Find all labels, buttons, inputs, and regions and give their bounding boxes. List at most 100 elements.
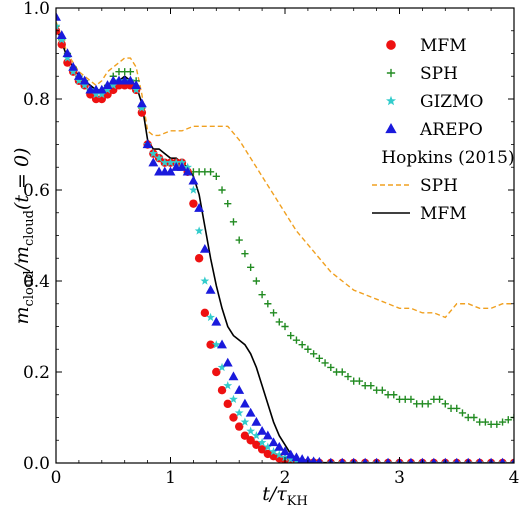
x-axis-label: t/τKH: [262, 483, 308, 509]
data-point-sph: [378, 386, 386, 394]
data-point-mfm: [200, 308, 210, 318]
data-point-mfm: [257, 445, 267, 454]
data-point-gizmo: [257, 437, 267, 447]
data-point-arepo: [262, 430, 273, 440]
data-point-gizmo: [97, 89, 107, 99]
data-point-mfm: [235, 422, 244, 431]
data-point-gizmo: [252, 431, 261, 440]
data-point-gizmo: [108, 80, 118, 90]
data-point-arepo: [499, 457, 506, 463]
data-point-arepo: [194, 203, 205, 212]
data-point-mfm: [189, 199, 198, 208]
data-point-gizmo: [131, 85, 141, 94]
y-tick-label: 0.8: [23, 90, 50, 110]
data-point-sph: [229, 218, 238, 226]
data-point-gizmo: [274, 450, 284, 459]
data-point-arepo: [291, 452, 302, 462]
data-point-sph: [258, 291, 266, 299]
data-point-gizmo: [56, 21, 61, 30]
data-point-sph: [269, 309, 278, 317]
data-point-sph: [481, 418, 489, 426]
data-point-arepo: [205, 284, 216, 294]
data-point-arepo: [315, 456, 323, 463]
data-point-sph: [453, 404, 461, 412]
data-point-arepo: [309, 456, 318, 463]
data-point-gizmo: [148, 149, 158, 158]
data-point-sph: [435, 395, 444, 403]
legend-label-arepo: AREPO: [419, 120, 483, 140]
data-point-arepo: [251, 416, 262, 426]
data-point-sph: [321, 359, 329, 367]
data-point-arepo: [274, 441, 285, 451]
data-point-gizmo: [194, 226, 204, 235]
ticks: 0 1 2 3 4 0.0 0.2 0.4 0.6 0.8 1.0: [23, 0, 519, 488]
data-point-gizmo: [263, 442, 273, 451]
data-point-arepo: [131, 80, 142, 89]
data-point-arepo: [222, 357, 233, 367]
data-point-arepo: [430, 457, 437, 463]
x-tick-label: 0: [51, 468, 62, 488]
data-point-gizmo: [189, 185, 198, 194]
data-point-mfm: [240, 431, 250, 440]
data-point-gizmo: [160, 158, 170, 167]
data-point-arepo: [73, 71, 84, 80]
data-point-sph: [327, 363, 335, 372]
data-point-arepo: [68, 61, 79, 71]
legend-marker-mfm: [386, 40, 396, 50]
x-tick-label: 1: [165, 468, 176, 488]
data-point-gizmo: [286, 454, 296, 463]
data-point-gizmo: [217, 362, 227, 372]
data-point-sph: [275, 318, 283, 326]
legend-label-sph: SPH: [420, 64, 458, 84]
data-point-mfm: [212, 367, 221, 377]
data-point-sph: [458, 409, 467, 417]
series-line-sph-hopkins: [56, 21, 514, 319]
data-point-gizmo: [63, 53, 72, 62]
data-point-sph: [493, 420, 501, 428]
data-point-gizmo: [240, 417, 250, 426]
y-tick-label: 0.2: [23, 363, 50, 383]
data-point-mfm: [223, 399, 232, 409]
data-point-gizmo: [206, 312, 215, 322]
data-point-mfm: [252, 440, 261, 449]
data-point-gizmo: [80, 80, 89, 90]
data-point-mfm: [229, 413, 238, 422]
y-tick-label: 0.6: [23, 181, 50, 201]
y-tick-label: 0.4: [23, 272, 50, 292]
plot-area: [56, 11, 514, 463]
data-point-arepo: [199, 243, 210, 253]
legend-label-sph-hopkins: SPH: [420, 176, 458, 196]
data-point-arepo: [245, 407, 256, 417]
data-point-gizmo: [229, 394, 238, 404]
data-point-sph: [241, 250, 249, 258]
data-point-gizmo: [211, 340, 221, 349]
data-point-sph: [470, 413, 478, 422]
legend-label-mfm-hopkins: MFM: [420, 204, 467, 224]
data-point-sph: [252, 277, 260, 285]
data-point-arepo: [211, 316, 222, 326]
data-point-sph: [498, 418, 507, 426]
data-point-arepo: [476, 457, 483, 463]
data-point-mfm: [217, 386, 227, 395]
data-point-mfm: [246, 436, 255, 445]
data-point-gizmo: [269, 447, 278, 456]
y-tick-label: 1.0: [23, 0, 50, 19]
data-point-arepo: [165, 166, 176, 176]
data-point-sph: [264, 300, 272, 308]
data-point-sph: [212, 172, 220, 180]
legend-label-mfm: MFM: [420, 36, 467, 56]
legend-marker-arepo: [385, 123, 397, 134]
x-tick-label: 4: [509, 468, 520, 488]
data-point-sph: [126, 68, 135, 76]
data-point-arepo: [303, 455, 313, 463]
data-point-arepo: [188, 175, 199, 185]
data-point-sph: [407, 395, 415, 403]
data-point-sph: [304, 345, 312, 353]
data-point-sph: [441, 400, 449, 408]
data-point-sph: [292, 336, 301, 344]
legend-marker-gizmo: [385, 95, 397, 106]
data-point-arepo: [217, 339, 227, 349]
legend: MFM SPH GIZMO AREPO Hopkins (2015) SPH MFM: [372, 36, 515, 224]
data-point-gizmo: [234, 408, 244, 417]
